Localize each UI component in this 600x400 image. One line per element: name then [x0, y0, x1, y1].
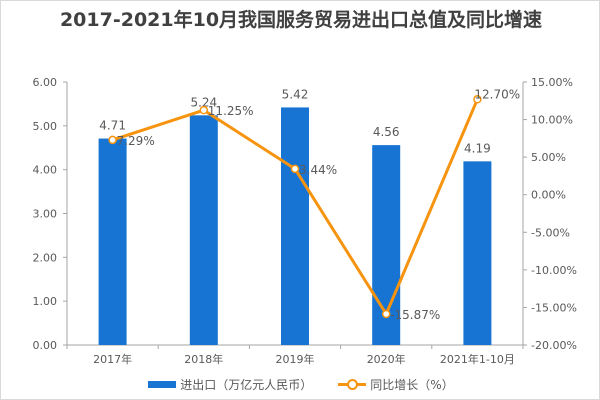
- line-label: 7.29%: [117, 134, 155, 148]
- line-label: 11.25%: [208, 104, 254, 118]
- right-tick-label: 15.00%: [531, 76, 573, 89]
- bar: [281, 107, 309, 345]
- left-tick-label: 0.00: [33, 339, 58, 352]
- x-tick-label: 2018年: [184, 352, 223, 366]
- bar-label: 5.24: [190, 95, 217, 109]
- legend-item-line[interactable]: 同比增长（%）: [338, 376, 454, 393]
- line-point: [381, 309, 391, 319]
- bar: [98, 138, 127, 345]
- legend-label: 进出口（万亿元人民币）: [180, 378, 313, 392]
- bar-label: 4.56: [373, 125, 400, 139]
- left-tick-label: 1.00: [33, 295, 58, 308]
- x-tick-label: 2017年: [93, 352, 132, 366]
- right-tick-label: -15.00%: [531, 301, 577, 314]
- legend-swatch-line: [338, 379, 367, 390]
- left-tick-label: 6.00: [33, 76, 58, 89]
- x-tick-label: 2019年: [276, 352, 315, 366]
- left-tick-label: 2.00: [33, 251, 58, 264]
- legend-swatch-bar: [148, 381, 177, 388]
- x-tick-label: 2020年: [367, 352, 406, 366]
- bar-label: 4.71: [99, 119, 126, 133]
- bar-label: 5.42: [282, 87, 309, 101]
- bar: [463, 161, 492, 345]
- right-tick-label: 5.00%: [531, 151, 566, 164]
- line-label: 3.44%: [299, 163, 337, 177]
- right-tick-label: -5.00%: [531, 226, 570, 239]
- line-label: -15.87%: [390, 308, 440, 322]
- left-tick-label: 4.00: [33, 164, 58, 177]
- line-point: [473, 95, 482, 104]
- bar: [189, 115, 218, 346]
- bar-label: 4.19: [464, 141, 491, 155]
- chart-title: 2017-2021年10月我国服务贸易进出口总值及同比增速: [59, 9, 543, 31]
- legend: 进出口（万亿元人民币） 同比增长（%）: [1, 376, 599, 393]
- legend-label: 同比增长（%）: [370, 378, 454, 392]
- right-tick-label: 0.00%: [531, 189, 566, 202]
- left-tick-label: 3.00: [33, 208, 58, 221]
- x-tick-label: 2021年1-10月: [440, 352, 515, 366]
- line-point: [108, 135, 117, 145]
- line-point: [199, 105, 209, 115]
- line-label: 12.70%: [474, 87, 520, 101]
- right-tick-label: -10.00%: [531, 264, 577, 277]
- line-point: [290, 164, 300, 174]
- right-tick-label: -20.00%: [531, 339, 577, 352]
- right-tick-label: 10.00%: [531, 114, 573, 127]
- left-tick-label: 5.00: [33, 120, 58, 133]
- legend-item-bar[interactable]: 进出口（万亿元人民币）: [148, 376, 312, 393]
